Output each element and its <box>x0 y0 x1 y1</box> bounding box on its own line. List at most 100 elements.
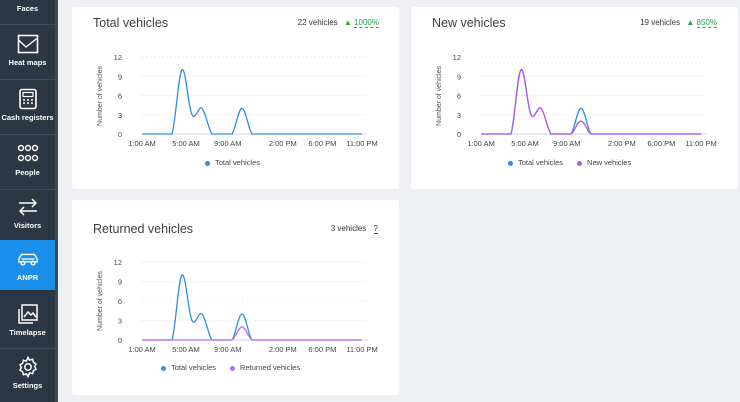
legend-dot <box>205 160 210 166</box>
x-tick-label: 9:00 AM <box>214 139 242 148</box>
y-tick-label: 12 <box>114 53 122 62</box>
sidebar-item-label: Timelapse <box>9 328 46 337</box>
x-tick-label: 2:00 PM <box>269 345 297 354</box>
sidebar-item-label: Visitors <box>13 221 42 230</box>
legend-label: Total vehicles <box>518 158 564 167</box>
divider <box>0 348 55 349</box>
legend-item[interactable]: Total vehicles <box>205 158 260 167</box>
y-tick-label: 3 <box>457 111 461 120</box>
car-icon <box>17 248 39 270</box>
y-axis-label: Number of vehicles <box>97 66 104 126</box>
sidebar-item-faces[interactable]: Faces <box>0 0 55 18</box>
chart-legend: Total vehicles New vehicles <box>508 158 631 167</box>
legend-item[interactable]: Total vehicles <box>508 158 563 167</box>
vehicle-count: 19 vehicles ▲ 850% <box>640 18 717 28</box>
series-line-total-vehicles[interactable] <box>142 69 362 135</box>
sidebar-item-visitors[interactable]: Visitors <box>0 196 55 236</box>
divider <box>0 189 55 190</box>
returned-vehicles-chart: 12 9 6 3 0 Number of vehicles 1:00 AM 5:00 AM 9:… <box>97 258 378 354</box>
returned-vehicles-card: Returned vehicles 3 vehicles ? 12 9 6 3 0 Num… <box>72 200 399 395</box>
visitors-icon <box>17 196 39 218</box>
x-tick-label: 5:00 AM <box>172 345 200 354</box>
y-tick-label: 0 <box>118 336 122 345</box>
sidebar-item-label: Heat maps <box>8 58 47 67</box>
legend-label: Returned vehicles <box>240 363 301 372</box>
sidebar-item-label: Faces <box>16 4 39 13</box>
x-tick-label: 6:00 PM <box>308 139 336 148</box>
sidebar-edge <box>55 0 58 402</box>
chart-legend: Total vehicles <box>205 158 260 167</box>
timelapse-icon <box>17 303 39 325</box>
count-value: 19 vehicles <box>640 18 681 27</box>
vehicle-count: 3 vehicles ? <box>330 224 378 234</box>
chart-legend: Total vehicles Returned vehicles <box>161 363 300 372</box>
series-line-total-vehicles[interactable] <box>481 69 701 135</box>
legend-label: Total vehicles <box>171 363 217 372</box>
x-tick-label: 6:00 PM <box>308 345 336 354</box>
legend-dot <box>508 160 513 166</box>
legend-dot <box>161 365 166 371</box>
y-tick-label: 9 <box>118 278 122 287</box>
sidebar-item-label: People <box>15 168 40 177</box>
sidebar-item-label: Cash registers <box>1 113 54 122</box>
card-title: Returned vehicles <box>93 222 194 236</box>
sidebar: Faces Heat maps Cash registers People Vi… <box>0 0 55 402</box>
legend-item[interactable]: Returned vehicles <box>230 363 300 372</box>
new-vehicles-chart: 12 9 6 3 0 Number of vehicles 1:00 AM 5:00 AM 9:… <box>436 53 717 148</box>
x-tick-label: 5:00 AM <box>172 139 200 148</box>
sidebar-item-anpr[interactable]: ANPR <box>0 240 55 290</box>
legend-dot <box>577 160 583 166</box>
gear-icon <box>17 356 39 378</box>
legend-dot <box>230 365 236 371</box>
y-tick-label: 6 <box>118 92 122 101</box>
legend-item[interactable]: New vehicles <box>577 158 631 167</box>
y-tick-label: 12 <box>453 53 461 62</box>
legend-label: New vehicles <box>587 158 632 167</box>
y-axis-label: Number of vehicles <box>436 66 443 126</box>
total-vehicles-card: Total vehicles 22 vehicles ▲ 1000% 12 9 6 3… <box>72 7 399 189</box>
x-tick-label: 11:00 PM <box>685 139 717 148</box>
trend-up-icon: ▲ <box>343 18 352 27</box>
x-tick-label: 9:00 AM <box>553 139 581 148</box>
divider <box>0 79 55 80</box>
card-title: Total vehicles <box>93 16 169 30</box>
series-line-total-vehicles[interactable] <box>142 274 362 341</box>
y-tick-label: 3 <box>118 317 122 326</box>
trend-percent[interactable]: 850% <box>696 18 717 28</box>
x-tick-label: 6:00 PM <box>647 139 675 148</box>
x-tick-label: 9:00 AM <box>214 345 242 354</box>
count-value: 3 vehicles <box>330 224 367 233</box>
vehicle-count: 22 vehicles ▲ 1000% <box>298 18 379 28</box>
x-tick-label: 5:00 AM <box>511 139 539 148</box>
total-vehicles-chart: 12 9 6 3 0 Number of vehicles 1:00 AM 5:00 AM 9:… <box>97 53 378 148</box>
trend-up-icon: ▲ <box>686 18 695 27</box>
series-line-returned-vehicles[interactable] <box>142 326 362 341</box>
series-line-new-vehicles[interactable] <box>481 69 701 135</box>
sidebar-item-cash-registers[interactable]: Cash registers <box>0 88 55 128</box>
y-axis-label: Number of vehicles <box>97 271 104 331</box>
sidebar-item-settings[interactable]: Settings <box>0 356 55 396</box>
y-tick-label: 6 <box>118 297 122 306</box>
sidebar-item-label: ANPR <box>16 273 39 282</box>
x-tick-label: 11:00 PM <box>346 345 378 354</box>
y-tick-label: 12 <box>114 258 122 267</box>
y-tick-label: 3 <box>118 111 122 120</box>
y-tick-label: 9 <box>457 72 461 81</box>
heat-map-icon <box>17 33 39 55</box>
legend-item[interactable]: Total vehicles <box>161 363 216 372</box>
sidebar-item-timelapse[interactable]: Timelapse <box>0 303 55 343</box>
x-tick-label: 2:00 PM <box>269 139 297 148</box>
people-icon <box>17 143 39 165</box>
help-icon[interactable]: ? <box>373 224 378 234</box>
trend-percent[interactable]: 1000% <box>354 18 379 28</box>
cash-register-icon <box>17 88 39 110</box>
x-tick-label: 1:00 AM <box>467 139 495 148</box>
divider <box>0 24 55 25</box>
sidebar-item-people[interactable]: People <box>0 143 55 183</box>
sidebar-item-label: Settings <box>12 381 43 390</box>
sidebar-item-heat-maps[interactable]: Heat maps <box>0 33 55 73</box>
y-tick-label: 0 <box>457 130 461 139</box>
x-tick-label: 1:00 AM <box>128 139 156 148</box>
x-tick-label: 11:00 PM <box>346 139 378 148</box>
y-tick-label: 0 <box>118 130 122 139</box>
